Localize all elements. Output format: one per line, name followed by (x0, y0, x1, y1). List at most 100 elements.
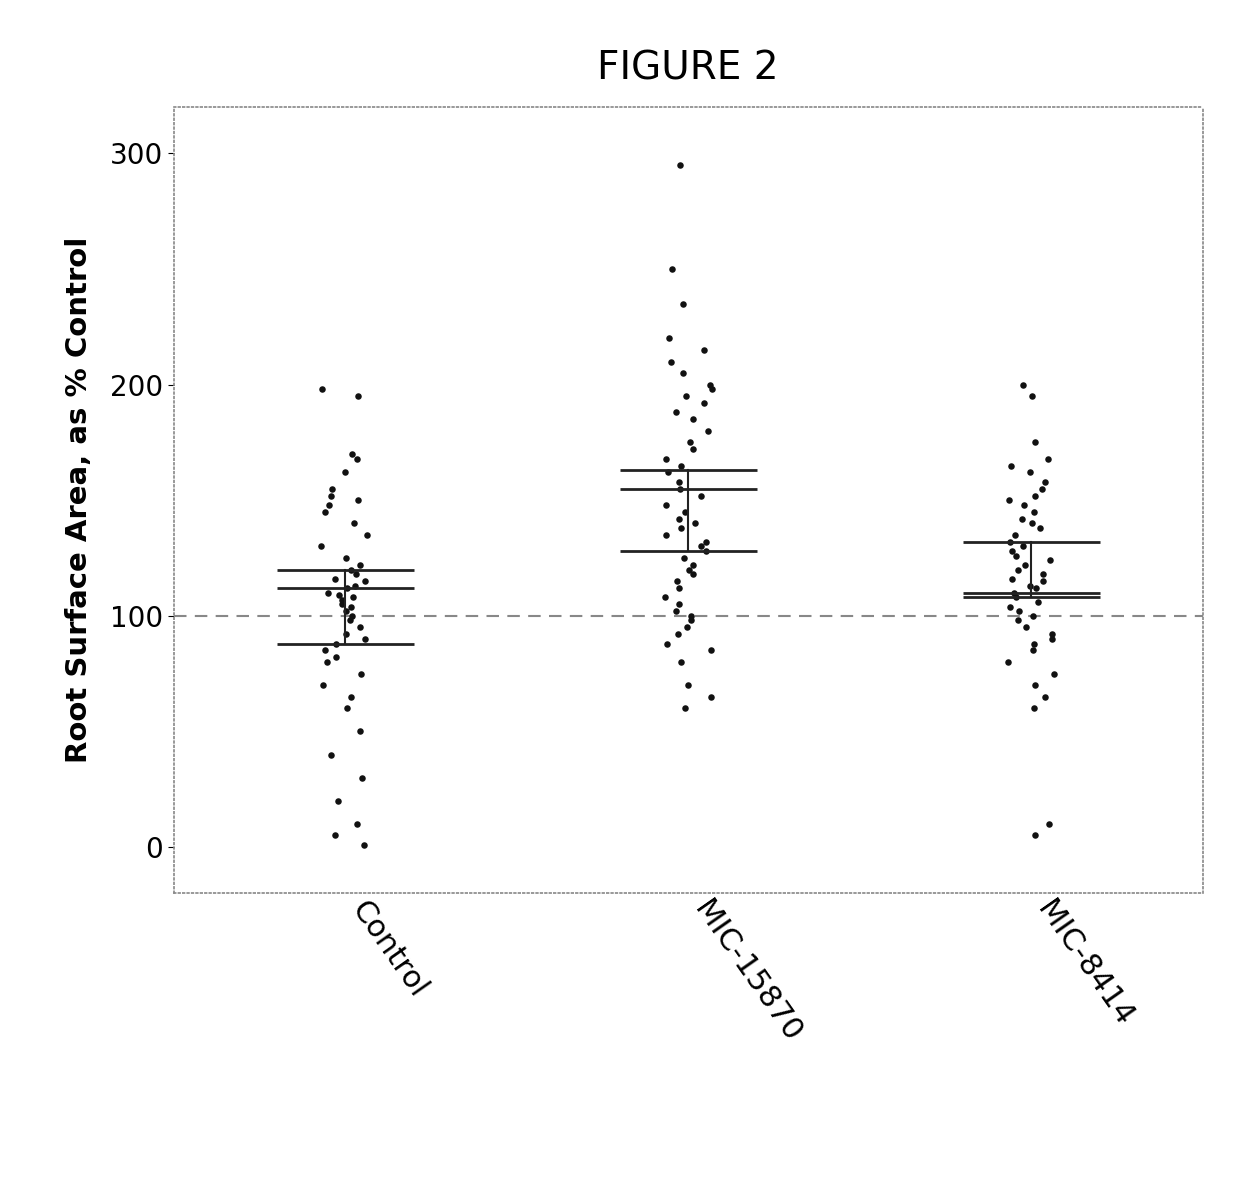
Point (1014, 555, 1034, 574)
Point (1025, 579, 1045, 598)
Point (1025, 486, 1045, 505)
Point (670, 510, 689, 529)
Point (675, 503, 694, 522)
Point (673, 363, 693, 382)
Point (999, 491, 1019, 510)
Point (321, 486, 341, 505)
Point (657, 634, 677, 653)
Point (691, 537, 711, 556)
Point (1006, 588, 1025, 607)
Point (1039, 815, 1059, 834)
Point (656, 588, 676, 607)
Point (322, 479, 342, 498)
Point (346, 565, 366, 584)
Point (671, 518, 691, 537)
Point (320, 495, 340, 515)
Y-axis label: Root Surface Area, as % Control: Root Surface Area, as % Control (66, 237, 93, 763)
Point (352, 768, 372, 787)
Point (1012, 510, 1032, 529)
Point (693, 341, 713, 360)
Point (666, 601, 686, 621)
Point (1013, 537, 1033, 556)
Point (350, 618, 370, 637)
Point (682, 611, 702, 630)
Point (1002, 542, 1022, 561)
Point (1028, 592, 1048, 611)
Point (999, 597, 1019, 616)
Point (342, 606, 362, 625)
Point (1033, 572, 1053, 591)
Point (1023, 641, 1043, 660)
Point (329, 586, 348, 605)
Point (680, 560, 699, 579)
Point (656, 449, 676, 468)
Point (337, 579, 357, 598)
Point (351, 665, 371, 684)
Point (336, 625, 356, 644)
Point (1024, 699, 1044, 718)
Point (658, 463, 678, 482)
Point (1040, 550, 1060, 569)
Title: FIGURE 2: FIGURE 2 (598, 49, 779, 87)
Point (1024, 675, 1044, 694)
Point (671, 653, 691, 672)
Point (697, 542, 717, 561)
Point (670, 479, 689, 498)
Point (1024, 634, 1044, 653)
Point (346, 576, 366, 596)
Point (337, 699, 357, 718)
Point (667, 572, 687, 591)
Point (684, 513, 704, 532)
Point (694, 393, 714, 412)
Point (332, 594, 352, 613)
Point (1044, 665, 1064, 684)
Point (1019, 463, 1039, 482)
Point (1008, 560, 1028, 579)
Point (1025, 432, 1045, 451)
Point (1016, 618, 1035, 637)
Point (1004, 584, 1024, 603)
Point (702, 641, 722, 660)
Point (325, 825, 345, 844)
Point (671, 456, 691, 475)
Point (311, 537, 331, 556)
Point (701, 687, 720, 706)
Point (336, 549, 356, 568)
Point (357, 525, 377, 544)
Point (999, 532, 1019, 551)
Point (314, 675, 334, 694)
Point (683, 410, 703, 429)
Point (325, 569, 345, 588)
Point (1042, 625, 1061, 644)
Point (1042, 629, 1061, 648)
Point (673, 294, 693, 313)
Point (661, 353, 681, 372)
Point (1033, 565, 1053, 584)
Point (698, 422, 718, 441)
Point (326, 648, 346, 667)
Point (1038, 449, 1058, 468)
Point (353, 835, 373, 854)
Point (351, 722, 371, 741)
Point (1032, 479, 1052, 498)
Point (1001, 456, 1021, 475)
Point (1023, 606, 1043, 625)
Point (342, 444, 362, 463)
Point (676, 699, 696, 718)
Point (676, 387, 696, 406)
Point (336, 601, 356, 621)
Point (683, 565, 703, 584)
Point (670, 156, 689, 175)
Point (702, 380, 722, 399)
Point (341, 687, 361, 706)
Point (699, 375, 719, 394)
Point (678, 675, 698, 694)
Point (1035, 687, 1055, 706)
Point (1035, 472, 1055, 491)
Point (656, 525, 676, 544)
Point (668, 594, 688, 613)
Point (315, 641, 335, 660)
Point (1014, 495, 1034, 515)
Point (341, 560, 361, 579)
Point (321, 746, 341, 765)
